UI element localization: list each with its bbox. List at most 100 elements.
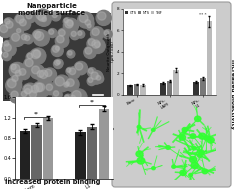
Circle shape	[31, 50, 40, 59]
Circle shape	[182, 128, 187, 132]
Circle shape	[7, 79, 16, 88]
Circle shape	[75, 63, 83, 70]
Circle shape	[57, 28, 69, 40]
Circle shape	[96, 75, 101, 80]
Circle shape	[6, 77, 22, 93]
Circle shape	[24, 57, 38, 72]
Circle shape	[18, 67, 30, 80]
Circle shape	[3, 40, 12, 49]
Circle shape	[0, 25, 8, 33]
Circle shape	[197, 153, 202, 157]
Circle shape	[172, 165, 176, 168]
Circle shape	[6, 21, 13, 28]
Circle shape	[55, 60, 59, 65]
Circle shape	[25, 12, 36, 23]
Bar	[140, 85, 146, 94]
Circle shape	[69, 68, 76, 75]
Circle shape	[74, 61, 87, 75]
Bar	[167, 81, 172, 94]
Legend: GTS, NTS, TNF: GTS, NTS, TNF	[124, 10, 162, 15]
Circle shape	[151, 128, 155, 131]
Circle shape	[64, 81, 72, 88]
Circle shape	[66, 67, 74, 75]
Circle shape	[33, 30, 49, 46]
Circle shape	[199, 150, 204, 154]
Circle shape	[32, 81, 49, 98]
Circle shape	[34, 81, 50, 97]
Circle shape	[179, 135, 186, 140]
Circle shape	[18, 18, 31, 30]
Circle shape	[152, 167, 155, 170]
Circle shape	[67, 68, 71, 72]
Circle shape	[88, 39, 95, 46]
Bar	[75, 132, 86, 179]
Circle shape	[92, 40, 100, 48]
Bar	[207, 21, 212, 94]
Text: Nanoparticle
modified surface: Nanoparticle modified surface	[18, 3, 86, 16]
Circle shape	[28, 89, 41, 102]
Circle shape	[38, 69, 53, 84]
Circle shape	[63, 18, 71, 26]
Circle shape	[84, 46, 96, 59]
FancyBboxPatch shape	[112, 2, 231, 187]
Text: **: **	[90, 99, 95, 105]
Circle shape	[166, 146, 170, 149]
Circle shape	[38, 13, 46, 21]
Text: **: **	[34, 111, 39, 116]
Circle shape	[25, 59, 33, 67]
Circle shape	[32, 48, 46, 62]
Text: Increased protein binding: Increased protein binding	[5, 179, 101, 185]
Circle shape	[11, 74, 22, 85]
Bar	[20, 131, 30, 179]
Circle shape	[19, 69, 26, 75]
Circle shape	[35, 32, 44, 40]
Circle shape	[37, 12, 51, 26]
Circle shape	[65, 82, 69, 86]
Circle shape	[90, 39, 105, 53]
Circle shape	[204, 136, 209, 140]
Circle shape	[20, 33, 30, 43]
Circle shape	[70, 94, 78, 103]
Bar	[173, 70, 179, 94]
Circle shape	[12, 75, 18, 81]
Circle shape	[63, 18, 78, 33]
Circle shape	[17, 29, 21, 33]
Circle shape	[10, 32, 25, 46]
Circle shape	[207, 137, 214, 143]
Circle shape	[70, 89, 87, 106]
Bar	[87, 127, 97, 179]
Circle shape	[2, 43, 16, 56]
Circle shape	[56, 60, 60, 64]
Circle shape	[10, 63, 20, 73]
Circle shape	[68, 51, 72, 55]
Circle shape	[91, 27, 104, 40]
Circle shape	[41, 16, 49, 25]
Circle shape	[33, 50, 41, 57]
Circle shape	[64, 18, 68, 23]
Circle shape	[54, 59, 63, 69]
Circle shape	[30, 48, 46, 64]
Bar	[127, 85, 133, 94]
Circle shape	[56, 60, 63, 67]
Circle shape	[37, 70, 44, 77]
Circle shape	[190, 156, 197, 163]
Circle shape	[26, 13, 32, 19]
Circle shape	[95, 42, 100, 47]
Circle shape	[77, 30, 85, 38]
Circle shape	[46, 84, 53, 91]
Circle shape	[24, 85, 33, 94]
Bar	[193, 82, 199, 94]
Circle shape	[92, 28, 99, 36]
Circle shape	[14, 13, 29, 29]
Circle shape	[67, 20, 73, 26]
Circle shape	[24, 88, 34, 98]
Circle shape	[58, 29, 65, 36]
Circle shape	[72, 91, 81, 100]
Circle shape	[31, 85, 39, 93]
Circle shape	[4, 18, 13, 27]
Circle shape	[85, 20, 91, 25]
Bar	[134, 84, 139, 94]
Circle shape	[55, 77, 64, 86]
Circle shape	[78, 31, 82, 35]
Circle shape	[45, 69, 52, 77]
